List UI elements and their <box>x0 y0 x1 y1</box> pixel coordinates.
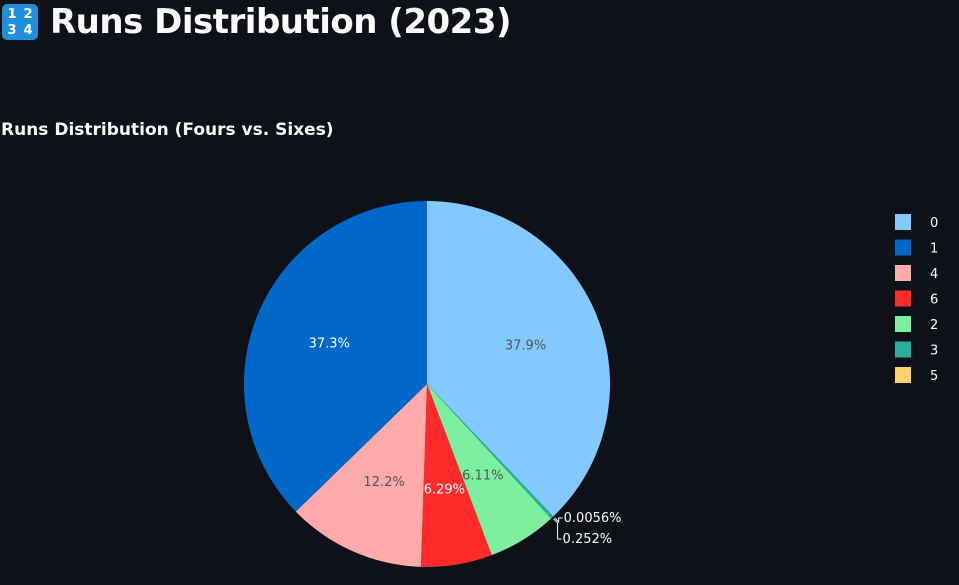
pie-slice-label: 6.11% <box>462 468 503 483</box>
legend-item-6[interactable]: 6 <box>895 290 938 308</box>
legend-label: 5 <box>930 369 938 384</box>
pie-slice-label: 0.252% <box>563 532 613 547</box>
numbers-1234-icon: 1 2 3 4 <box>2 4 38 40</box>
page-title: Runs Distribution (2023) <box>50 2 512 42</box>
page-header: 1 2 3 4 Runs Distribution (2023) <box>2 2 512 42</box>
legend-item-1[interactable]: 1 <box>895 239 938 257</box>
chart-title: Runs Distribution (Fours vs. Sixes) <box>1 120 334 140</box>
legend-swatch <box>895 341 911 358</box>
icon-digit: 3 <box>7 22 17 38</box>
legend-item-0[interactable]: 0 <box>895 214 938 231</box>
icon-digit: 4 <box>23 22 33 38</box>
legend-label: 2 <box>930 318 938 333</box>
pie-slice-label: 6.29% <box>424 483 465 498</box>
legend-label: 4 <box>930 267 938 282</box>
legend-item-4[interactable]: 4 <box>895 265 938 282</box>
legend-swatch <box>895 239 911 256</box>
icon-digit: 1 <box>7 6 17 22</box>
pie-slice-3[interactable] <box>427 384 554 517</box>
pie-slice-6[interactable] <box>420 384 492 567</box>
pie-slice-label: 0.0056% <box>564 511 622 526</box>
pie-slice-0[interactable] <box>427 201 610 517</box>
pie-slice-label: 12.2% <box>363 475 404 490</box>
pie-chart: Runs Distribution (Fours vs. Sixes) 37.9… <box>1 120 938 567</box>
legend-swatch <box>895 265 911 281</box>
legend-swatch <box>895 316 911 332</box>
icon-digit: 2 <box>23 6 33 22</box>
pie-slice-label: 37.9% <box>505 339 546 354</box>
pie-slice-label: 37.3% <box>309 337 350 352</box>
legend-swatch <box>895 367 911 383</box>
legend-item-5[interactable]: 5 <box>895 367 938 384</box>
pie-slice-2[interactable] <box>427 384 552 556</box>
pie-slice-1[interactable] <box>244 201 427 512</box>
legend-label: 3 <box>930 344 938 359</box>
pie-slice-4[interactable] <box>295 384 427 567</box>
legend-item-3[interactable]: 3 <box>895 341 938 359</box>
legend-item-2[interactable]: 2 <box>895 316 938 333</box>
legend-swatch <box>895 290 911 307</box>
legend-label: 1 <box>930 242 938 257</box>
leader-line <box>553 518 562 540</box>
leader-line <box>554 517 563 524</box>
pie-chart-container: Runs Distribution (Fours vs. Sixes) 37.9… <box>0 100 959 585</box>
legend-label: 0 <box>930 216 938 231</box>
legend-label: 6 <box>930 293 938 308</box>
pie-slices <box>244 201 610 567</box>
pie-slice-3[interactable] <box>427 384 554 519</box>
legend-swatch <box>895 214 911 230</box>
pie-labels: 37.9% 0.0056% 0.252% 6.11%6.29% 12.2% 37.3% <box>309 337 622 547</box>
legend[interactable]: 0 1 4 6 2 3 5 <box>895 214 938 384</box>
